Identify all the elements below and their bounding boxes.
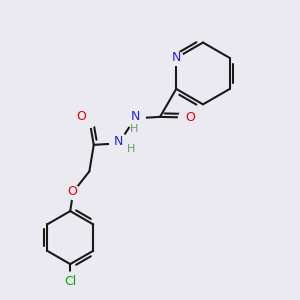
Text: O: O bbox=[76, 110, 86, 123]
Text: H: H bbox=[127, 144, 135, 154]
Text: Cl: Cl bbox=[64, 275, 76, 288]
Text: N: N bbox=[172, 52, 181, 64]
Text: N: N bbox=[130, 110, 140, 123]
Text: H: H bbox=[130, 124, 139, 134]
Text: N: N bbox=[114, 135, 124, 148]
Text: O: O bbox=[185, 111, 195, 124]
Text: O: O bbox=[67, 185, 76, 198]
